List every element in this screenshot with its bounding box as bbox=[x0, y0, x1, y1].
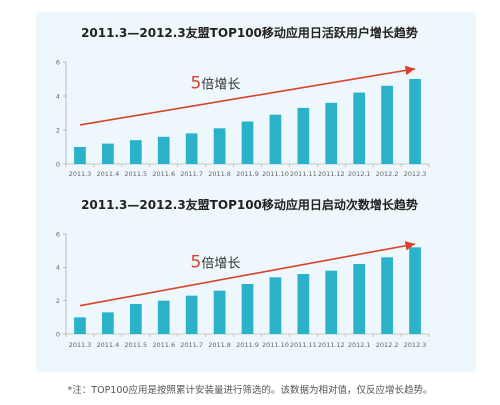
growth-number: 5 bbox=[191, 73, 202, 93]
chart-2: 2011.3—2012.3友盟TOP100移动应用日启动次数增长趋势 0 2 4 6 20… bbox=[56, 197, 430, 349]
bar bbox=[325, 102, 338, 164]
bar bbox=[241, 284, 254, 334]
trend-arrow bbox=[79, 65, 416, 126]
x-tick-label: 2011.3 bbox=[69, 170, 92, 178]
x-tick-label: 2011.8 bbox=[208, 170, 231, 178]
y-tick-label: 2 bbox=[56, 126, 60, 134]
x-tick-label: 2011.4 bbox=[97, 170, 120, 178]
bar bbox=[269, 277, 282, 334]
bar bbox=[213, 128, 226, 164]
x-tick-label: 2011.7 bbox=[180, 170, 203, 178]
bar bbox=[185, 133, 198, 164]
chart-1: 2011.3—2012.3友盟TOP100移动应用日活跃用户增长趋势 0 2 4 6 20… bbox=[56, 25, 430, 178]
bar bbox=[353, 264, 366, 334]
bar bbox=[325, 270, 338, 334]
bar bbox=[102, 143, 114, 164]
x-tick-label: 2011.3 bbox=[69, 341, 92, 349]
y-tick-label: 2 bbox=[56, 297, 60, 305]
growth-number: 5 bbox=[191, 252, 202, 272]
x-tick-label: 2011.10 bbox=[262, 341, 289, 349]
x-tick-label: 2011.12 bbox=[318, 170, 345, 178]
x-tick-label: 2012.1 bbox=[348, 341, 371, 349]
x-tick-label: 2011.7 bbox=[180, 341, 203, 349]
x-tick-label: 2011.12 bbox=[318, 341, 345, 349]
x-tick-label: 2011.4 bbox=[97, 341, 120, 349]
bar bbox=[213, 290, 226, 334]
x-tick-label: 2012.3 bbox=[404, 170, 427, 178]
bar bbox=[74, 147, 86, 164]
growth-text: 倍增长 bbox=[201, 77, 240, 92]
growth-annotation: 5倍增长 bbox=[191, 252, 241, 272]
bar bbox=[241, 121, 254, 164]
x-tick-label: 2011.5 bbox=[124, 170, 147, 178]
y-tick-label: 4 bbox=[56, 92, 60, 100]
footnote: *注：TOP100应用是按照累计安装量进行筛选的。该数据为相对值，仅反应增长趋势… bbox=[67, 385, 433, 396]
x-tick-label: 2011.11 bbox=[290, 341, 317, 349]
chart-title: 2011.3—2012.3友盟TOP100移动应用日活跃用户增长趋势 bbox=[81, 25, 418, 40]
bar bbox=[409, 79, 421, 164]
x-tick-label: 2011.8 bbox=[208, 341, 231, 349]
bar bbox=[297, 107, 310, 164]
bar bbox=[381, 85, 393, 164]
x-tick-label: 2012.1 bbox=[348, 170, 371, 178]
bar bbox=[353, 92, 366, 164]
chart-panel: 2011.3—2012.3友盟TOP100移动应用日活跃用户增长趋势 0 2 4 6 20… bbox=[36, 12, 476, 372]
bar bbox=[157, 136, 170, 164]
x-tick-label: 2011.9 bbox=[236, 170, 259, 178]
bar bbox=[297, 274, 310, 334]
x-tick-label: 2011.5 bbox=[124, 341, 147, 349]
bar bbox=[129, 140, 142, 164]
bar bbox=[409, 247, 421, 334]
x-tick-label: 2011.6 bbox=[152, 341, 175, 349]
growth-text: 倍增长 bbox=[201, 256, 240, 271]
y-tick-label: 0 bbox=[56, 330, 60, 338]
x-tick-label: 2011.6 bbox=[152, 170, 175, 178]
x-tick-label: 2011.9 bbox=[236, 341, 259, 349]
x-tick-label: 2012.3 bbox=[404, 341, 427, 349]
bar bbox=[102, 312, 114, 334]
growth-annotation: 5倍增长 bbox=[191, 73, 241, 93]
bar bbox=[157, 300, 170, 334]
bar bbox=[381, 257, 393, 334]
bar bbox=[74, 317, 86, 334]
y-tick-label: 4 bbox=[56, 264, 60, 272]
y-tick-label: 6 bbox=[56, 230, 60, 238]
y-tick-label: 6 bbox=[56, 58, 60, 66]
chart-title: 2011.3—2012.3友盟TOP100移动应用日启动次数增长趋势 bbox=[81, 197, 418, 212]
bar bbox=[185, 295, 198, 334]
x-tick-label: 2012.2 bbox=[376, 341, 399, 349]
x-tick-label: 2011.11 bbox=[290, 170, 317, 178]
trend-arrow bbox=[79, 241, 416, 307]
y-tick-label: 0 bbox=[56, 160, 60, 168]
x-tick-label: 2011.10 bbox=[262, 170, 289, 178]
bar bbox=[129, 304, 142, 334]
x-tick-label: 2012.2 bbox=[376, 170, 399, 178]
bar bbox=[269, 114, 282, 164]
charts-svg: 2011.3—2012.3友盟TOP100移动应用日活跃用户增长趋势024620… bbox=[56, 25, 430, 349]
